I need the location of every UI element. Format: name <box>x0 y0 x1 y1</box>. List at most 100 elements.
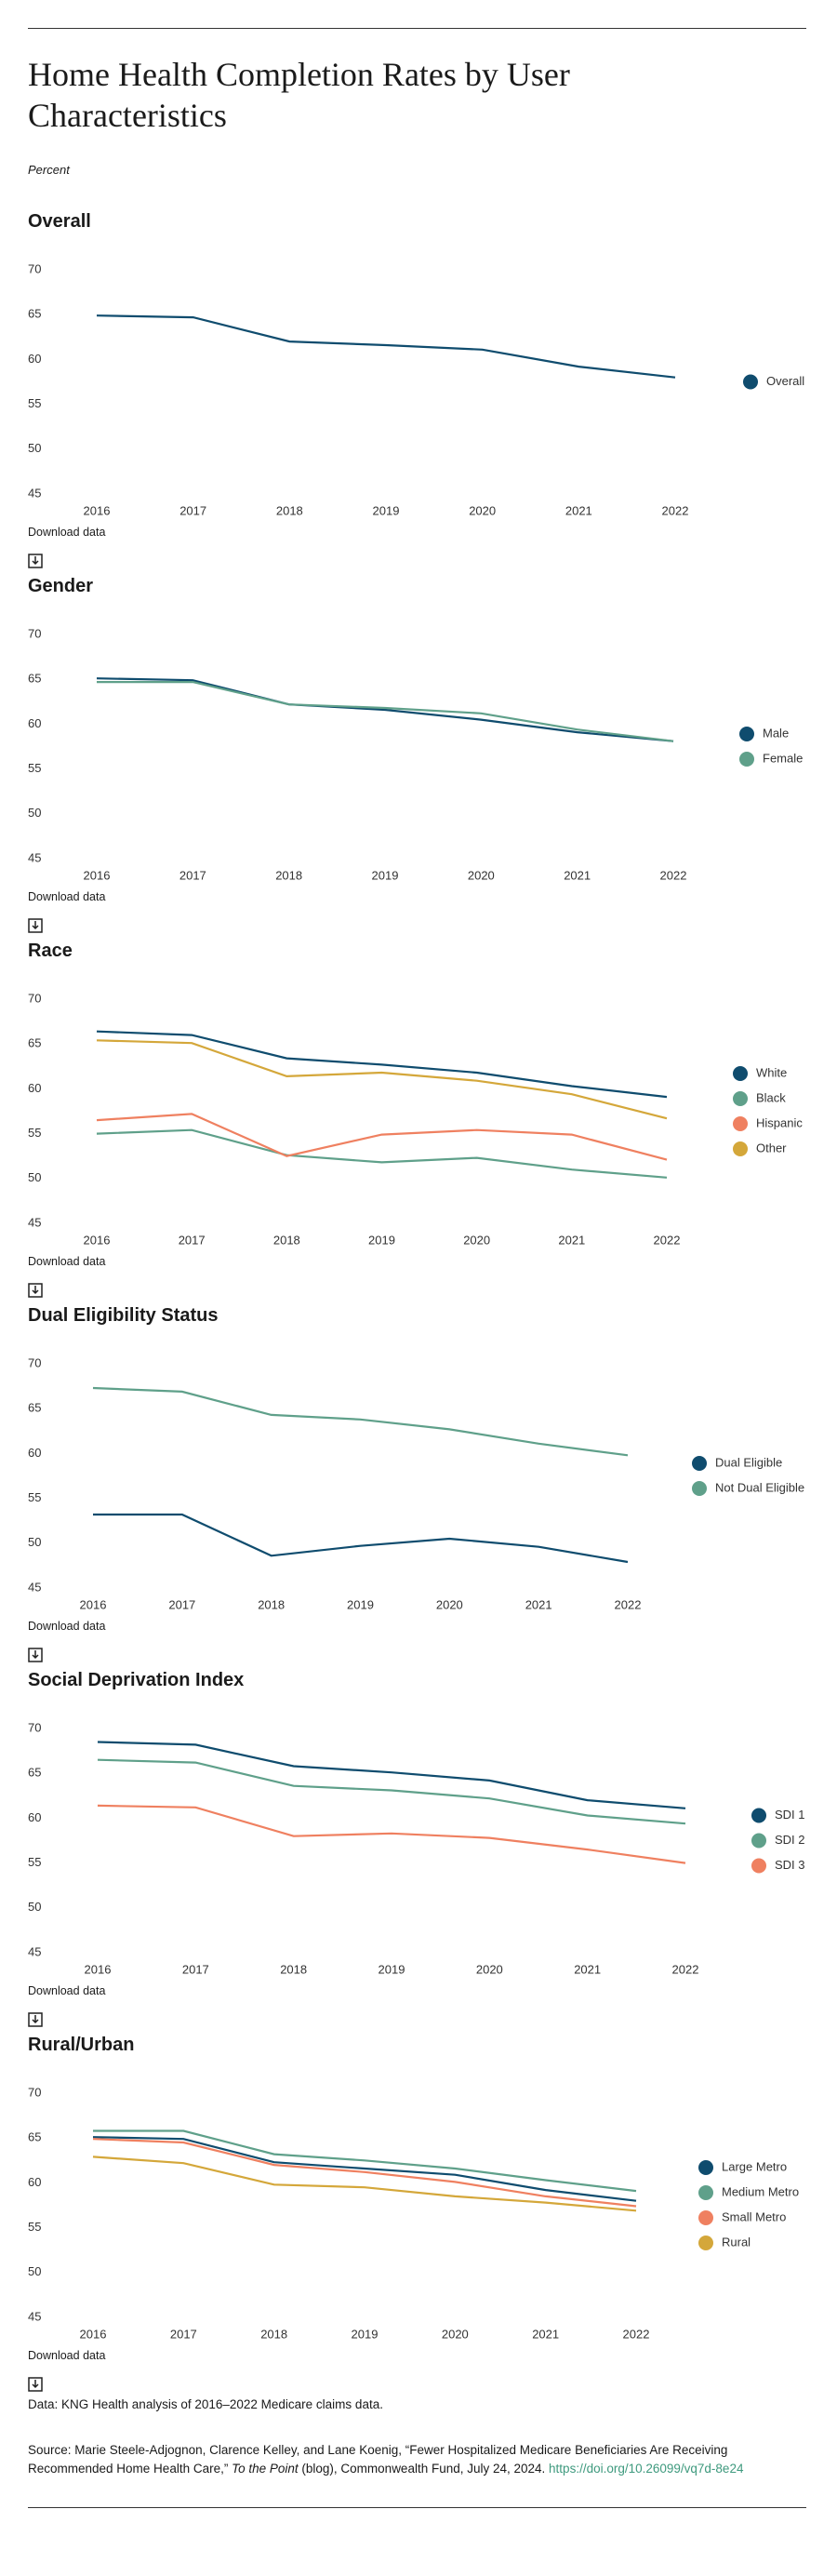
legend-label: Dual Eligible <box>715 1455 782 1469</box>
legend-marker <box>733 1091 748 1106</box>
y-tick-label: 65 <box>28 307 41 321</box>
y-tick-label: 45 <box>28 850 41 864</box>
x-tick-label: 2018 <box>258 1597 285 1611</box>
x-tick-label: 2020 <box>442 2327 469 2341</box>
legend-marker <box>698 2210 713 2225</box>
x-tick-label: 2016 <box>84 1233 111 1247</box>
y-tick-label: 45 <box>28 1215 41 1229</box>
legend-label: Male <box>763 726 789 740</box>
y-tick-label: 50 <box>28 806 41 820</box>
download-icon <box>28 554 43 568</box>
source-text: (blog), Commonwealth Fund, July 24, 2024… <box>298 2462 550 2476</box>
chart-section: Gender 45 50 55 60 65 70 2016 2017 2018 2019 2020 20… <box>0 574 837 939</box>
x-tick-label: 2017 <box>179 1233 206 1247</box>
y-tick-label: 65 <box>28 1766 41 1780</box>
y-tick-label: 65 <box>28 1036 41 1050</box>
y-tick-label: 55 <box>28 1855 41 1869</box>
source-text: Source: Marie Steele-Adjognon, Clarence … <box>28 2443 728 2476</box>
y-tick-label: 70 <box>28 626 41 640</box>
download-button[interactable]: Download data <box>28 890 105 933</box>
x-tick-label: 2019 <box>373 503 400 517</box>
x-tick-label: 2020 <box>476 1962 503 1976</box>
download-button[interactable]: Download data <box>28 526 105 568</box>
unit-label: Percent <box>28 163 70 177</box>
y-tick-label: 50 <box>28 441 41 455</box>
x-tick-label: 2019 <box>368 1233 395 1247</box>
y-tick-label: 70 <box>28 991 41 1005</box>
x-tick-label: 2019 <box>347 1597 374 1611</box>
x-tick-label: 2020 <box>468 868 495 882</box>
chart-title: Race <box>28 941 73 961</box>
x-tick-label: 2022 <box>623 2327 650 2341</box>
series-line <box>97 1741 686 1809</box>
legend-marker <box>751 1858 766 1874</box>
series-line <box>93 1513 629 1564</box>
legend-marker <box>698 2236 713 2250</box>
download-label: Download data <box>28 2349 106 2362</box>
x-tick-label: 2022 <box>615 1597 642 1611</box>
x-tick-label: 2020 <box>436 1597 463 1611</box>
chart: 45 50 55 60 65 70 2016 2017 2018 2019 2020 2021 2022… <box>28 1720 805 1976</box>
y-tick-label: 60 <box>28 352 41 366</box>
chart: 45 50 55 60 65 70 2016 2017 2018 2019 2020 2021 2022… <box>28 991 803 1247</box>
download-button[interactable]: Download data <box>28 1620 105 1662</box>
chart-title: Overall <box>28 211 91 232</box>
download-button[interactable]: Download data <box>28 1984 106 2027</box>
y-tick-label: 70 <box>28 2085 41 2099</box>
legend-marker <box>739 752 754 767</box>
x-tick-label: 2017 <box>179 503 206 517</box>
chart-title: Gender <box>28 576 94 596</box>
legend: SDI 1 SDI 2 SDI 3 <box>751 1808 805 1874</box>
x-tick-label: 2022 <box>660 868 687 882</box>
y-tick-label: 45 <box>28 1944 41 1958</box>
series-line <box>97 681 674 742</box>
x-tick-label: 2018 <box>276 503 303 517</box>
legend-label: Black <box>756 1090 786 1104</box>
legend-marker <box>733 1141 748 1156</box>
legend-marker <box>698 2160 713 2175</box>
legend-marker <box>739 727 754 741</box>
x-tick-label: 2016 <box>85 1962 112 1976</box>
legend-label: Other <box>756 1141 787 1155</box>
legend: Dual Eligible Not Dual Eligible <box>692 1455 804 1496</box>
legend: White Black Hispanic Other <box>733 1065 803 1156</box>
y-tick-label: 55 <box>28 1126 41 1140</box>
series-line <box>96 677 674 742</box>
x-tick-label: 2017 <box>170 2327 197 2341</box>
download-icon <box>28 2012 43 2027</box>
y-tick-label: 60 <box>28 1810 41 1824</box>
bottom-rule <box>28 2507 806 2508</box>
y-tick-label: 45 <box>28 1580 41 1594</box>
x-tick-label: 2019 <box>379 1962 405 1976</box>
download-label: Download data <box>28 1984 106 1997</box>
download-button[interactable]: Download data <box>28 1255 105 1298</box>
legend-label: Female <box>763 751 803 765</box>
chart: 45 50 55 60 65 70 2016 2017 2018 2019 2020 2021 2022… <box>28 1355 804 1611</box>
y-tick-label: 50 <box>28 1900 41 1914</box>
legend-marker <box>751 1833 766 1849</box>
x-tick-label: 2017 <box>179 868 206 882</box>
y-tick-label: 60 <box>28 716 41 730</box>
x-tick-label: 2021 <box>558 1233 585 1247</box>
series-line <box>92 2156 637 2212</box>
y-tick-label: 45 <box>28 486 41 500</box>
y-tick-label: 65 <box>28 1401 41 1415</box>
y-tick-label: 60 <box>28 1446 41 1460</box>
series-line <box>92 2136 637 2202</box>
x-tick-label: 2021 <box>525 1597 552 1611</box>
legend-marker <box>751 1808 766 1823</box>
x-tick-label: 2021 <box>532 2327 559 2341</box>
legend-label: SDI 3 <box>775 1858 805 1872</box>
y-tick-label: 55 <box>28 2220 41 2234</box>
x-tick-label: 2021 <box>564 868 591 882</box>
x-tick-label: 2018 <box>280 1962 307 1976</box>
y-tick-label: 55 <box>28 396 41 410</box>
legend-label: Large Metro <box>722 2159 787 2173</box>
y-tick-label: 50 <box>28 1170 41 1184</box>
y-tick-label: 70 <box>28 1355 41 1369</box>
chart-section: Social Deprivation Index 45 50 55 60 65 70 2016… <box>0 1668 837 2033</box>
download-button[interactable]: Download data <box>28 2349 106 2392</box>
series-line <box>96 314 676 379</box>
source-link[interactable]: https://doi.org/10.26099/vq7d-8e24 <box>549 2462 744 2476</box>
legend-label: Medium Metro <box>722 2184 799 2198</box>
